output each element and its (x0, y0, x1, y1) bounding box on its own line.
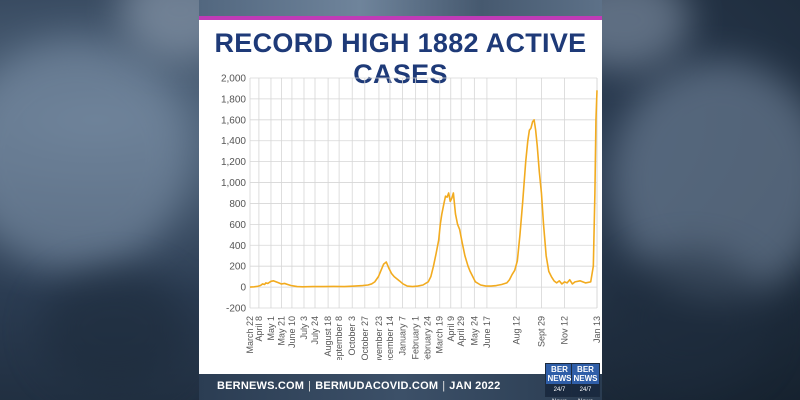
y-tick-label: 1,800 (221, 94, 246, 105)
y-tick-label: 0 (240, 283, 246, 294)
footer-link-bernews[interactable]: BERNEWS.COM (217, 380, 305, 392)
logo-subtext: 24/7 News (546, 384, 573, 400)
background-blur (610, 250, 770, 390)
x-tick-label: March 19 (435, 316, 445, 354)
x-tick-label: Jan 13 (592, 316, 602, 343)
footer-date: JAN 2022 (449, 380, 501, 392)
footer-link-bermudacovid[interactable]: BERMUDACOVID.COM (315, 380, 439, 392)
x-tick-label: January 7 (398, 316, 408, 356)
accent-stripe (199, 16, 602, 20)
y-tick-label: 1,000 (221, 178, 246, 189)
y-tick-label: 1,200 (221, 157, 246, 168)
x-tick-label: August 18 (323, 316, 333, 357)
x-tick-label: March 22 (245, 316, 255, 354)
y-tick-label: 200 (229, 262, 246, 273)
logo-subtext: 24/7 News (572, 384, 599, 400)
logo-text: BER NEWS (572, 364, 599, 384)
x-tick-label: April 9 (446, 316, 456, 342)
y-tick-label: 1,600 (221, 115, 246, 126)
x-tick-label: April 8 (254, 316, 264, 342)
x-tick-label: July 3 (299, 316, 309, 340)
infographic-card: RECORD HIGH 1882 ACTIVE CASES -200 0 200 40… (199, 0, 602, 400)
background-blur (40, 270, 190, 390)
x-tick-label: November 23 (374, 316, 384, 360)
x-tick-label: July 24 (310, 316, 320, 345)
x-tick-label: September 8 (334, 316, 344, 360)
x-tick-label: October 3 (347, 316, 357, 356)
x-tick-label: April 29 (456, 316, 466, 347)
y-tick-label: 1,400 (221, 136, 246, 147)
chart-title: RECORD HIGH 1882 ACTIVE CASES (214, 28, 587, 89)
y-tick-label: -200 (226, 304, 246, 315)
footer-text: BERNEWS.COM | BERMUDACOVID.COM | JAN 2022 (217, 380, 500, 392)
footer-separator: | (442, 380, 446, 392)
x-tick-label: May 24 (469, 316, 479, 346)
x-tick-label: May 21 (276, 316, 286, 346)
y-tick-label: 800 (229, 199, 246, 210)
x-tick-label: Sept 29 (536, 316, 546, 347)
x-tick-label: December 14 (385, 316, 395, 360)
y-tick-label: 600 (229, 220, 246, 231)
bernews-logo: BER NEWS 24/7 News (545, 363, 574, 400)
line-chart: -200 0 200 400 600 800 1,000 1,200 1,400 1,600 1,8… (221, 74, 602, 361)
x-tick-label: February 1 (411, 316, 421, 360)
x-tick-label: February 24 (423, 316, 433, 360)
y-tick-label: 400 (229, 241, 246, 252)
x-tick-label: June 10 (287, 316, 297, 348)
series-line-active-cases (249, 90, 598, 288)
logo-text: BER NEWS (546, 364, 573, 384)
background-blur (0, 40, 190, 270)
top-banner (199, 0, 602, 16)
y-tick-label: 2,000 (221, 74, 246, 85)
x-tick-label: Aug 12 (511, 316, 521, 345)
x-tick-label: October 27 (360, 316, 370, 360)
x-tick-label: Nov 12 (560, 316, 570, 345)
x-tick-label: May 1 (266, 316, 276, 341)
x-tick-label: June 17 (482, 316, 492, 348)
bernews-logo: BER NEWS 24/7 News (571, 363, 600, 400)
footer-bar: BERNEWS.COM | BERMUDACOVID.COM | JAN 2022 (199, 374, 602, 400)
footer-separator: | (308, 380, 312, 392)
